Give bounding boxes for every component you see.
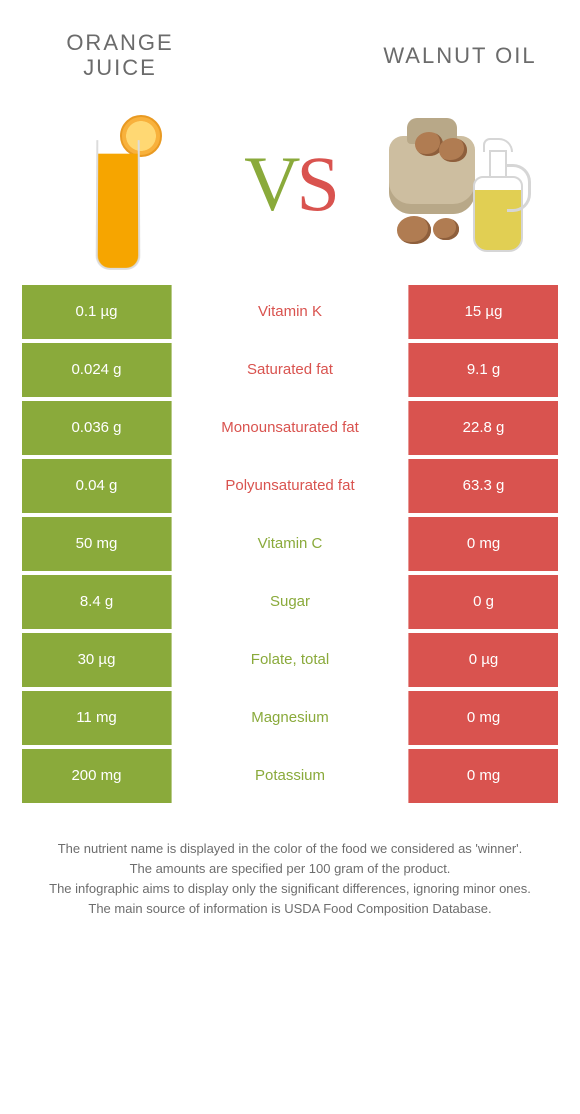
comparison-header: Orange juice VS Walnut oil bbox=[0, 0, 580, 279]
left-value: 11 mg bbox=[22, 691, 172, 745]
nutrient-label: Vitamin C bbox=[172, 517, 408, 571]
vs-v: V bbox=[244, 140, 296, 227]
nutrient-row: 0.04 gPolyunsaturated fat63.3 g bbox=[22, 459, 558, 513]
left-value: 0.036 g bbox=[22, 401, 172, 455]
footer-notes: The nutrient name is displayed in the co… bbox=[20, 839, 560, 920]
left-value: 200 mg bbox=[22, 749, 172, 803]
left-value: 0.1 µg bbox=[22, 285, 172, 339]
right-value: 0 mg bbox=[408, 517, 558, 571]
nutrient-row: 11 mgMagnesium0 mg bbox=[22, 691, 558, 745]
left-value: 0.04 g bbox=[22, 459, 172, 513]
nutrient-label: Monounsaturated fat bbox=[172, 401, 408, 455]
left-value: 50 mg bbox=[22, 517, 172, 571]
orange-juice-illustration bbox=[45, 99, 195, 269]
right-value: 63.3 g bbox=[408, 459, 558, 513]
nutrient-row: 0.024 gSaturated fat9.1 g bbox=[22, 343, 558, 397]
footer-line: The nutrient name is displayed in the co… bbox=[20, 839, 560, 859]
walnut-oil-illustration bbox=[385, 86, 535, 256]
nutrient-row: 0.1 µgVitamin K15 µg bbox=[22, 285, 558, 339]
footer-line: The main source of information is USDA F… bbox=[20, 899, 560, 919]
left-value: 30 µg bbox=[22, 633, 172, 687]
nutrient-label: Magnesium bbox=[172, 691, 408, 745]
nutrient-row: 0.036 gMonounsaturated fat22.8 g bbox=[22, 401, 558, 455]
nutrient-label: Potassium bbox=[172, 749, 408, 803]
left-food-title: Orange juice bbox=[30, 30, 210, 81]
right-value: 9.1 g bbox=[408, 343, 558, 397]
right-value: 22.8 g bbox=[408, 401, 558, 455]
right-value: 0 µg bbox=[408, 633, 558, 687]
right-food-title: Walnut oil bbox=[383, 43, 536, 68]
nutrient-label: Vitamin K bbox=[172, 285, 408, 339]
left-value: 8.4 g bbox=[22, 575, 172, 629]
right-value: 15 µg bbox=[408, 285, 558, 339]
right-value: 0 mg bbox=[408, 691, 558, 745]
footer-line: The infographic aims to display only the… bbox=[20, 879, 560, 899]
nutrient-label: Sugar bbox=[172, 575, 408, 629]
left-value: 0.024 g bbox=[22, 343, 172, 397]
nutrient-row: 8.4 gSugar0 g bbox=[22, 575, 558, 629]
nutrient-comparison-table: 0.1 µgVitamin K15 µg0.024 gSaturated fat… bbox=[22, 285, 558, 803]
right-value: 0 mg bbox=[408, 749, 558, 803]
nutrient-row: 200 mgPotassium0 mg bbox=[22, 749, 558, 803]
right-food-column: Walnut oil bbox=[370, 43, 550, 256]
vs-label: VS bbox=[244, 139, 336, 229]
nutrient-row: 50 mgVitamin C0 mg bbox=[22, 517, 558, 571]
right-value: 0 g bbox=[408, 575, 558, 629]
nutrient-label: Polyunsaturated fat bbox=[172, 459, 408, 513]
footer-line: The amounts are specified per 100 gram o… bbox=[20, 859, 560, 879]
nutrient-label: Saturated fat bbox=[172, 343, 408, 397]
left-food-column: Orange juice bbox=[30, 30, 210, 269]
nutrient-row: 30 µgFolate, total0 µg bbox=[22, 633, 558, 687]
nutrient-label: Folate, total bbox=[172, 633, 408, 687]
vs-s: S bbox=[296, 140, 335, 227]
